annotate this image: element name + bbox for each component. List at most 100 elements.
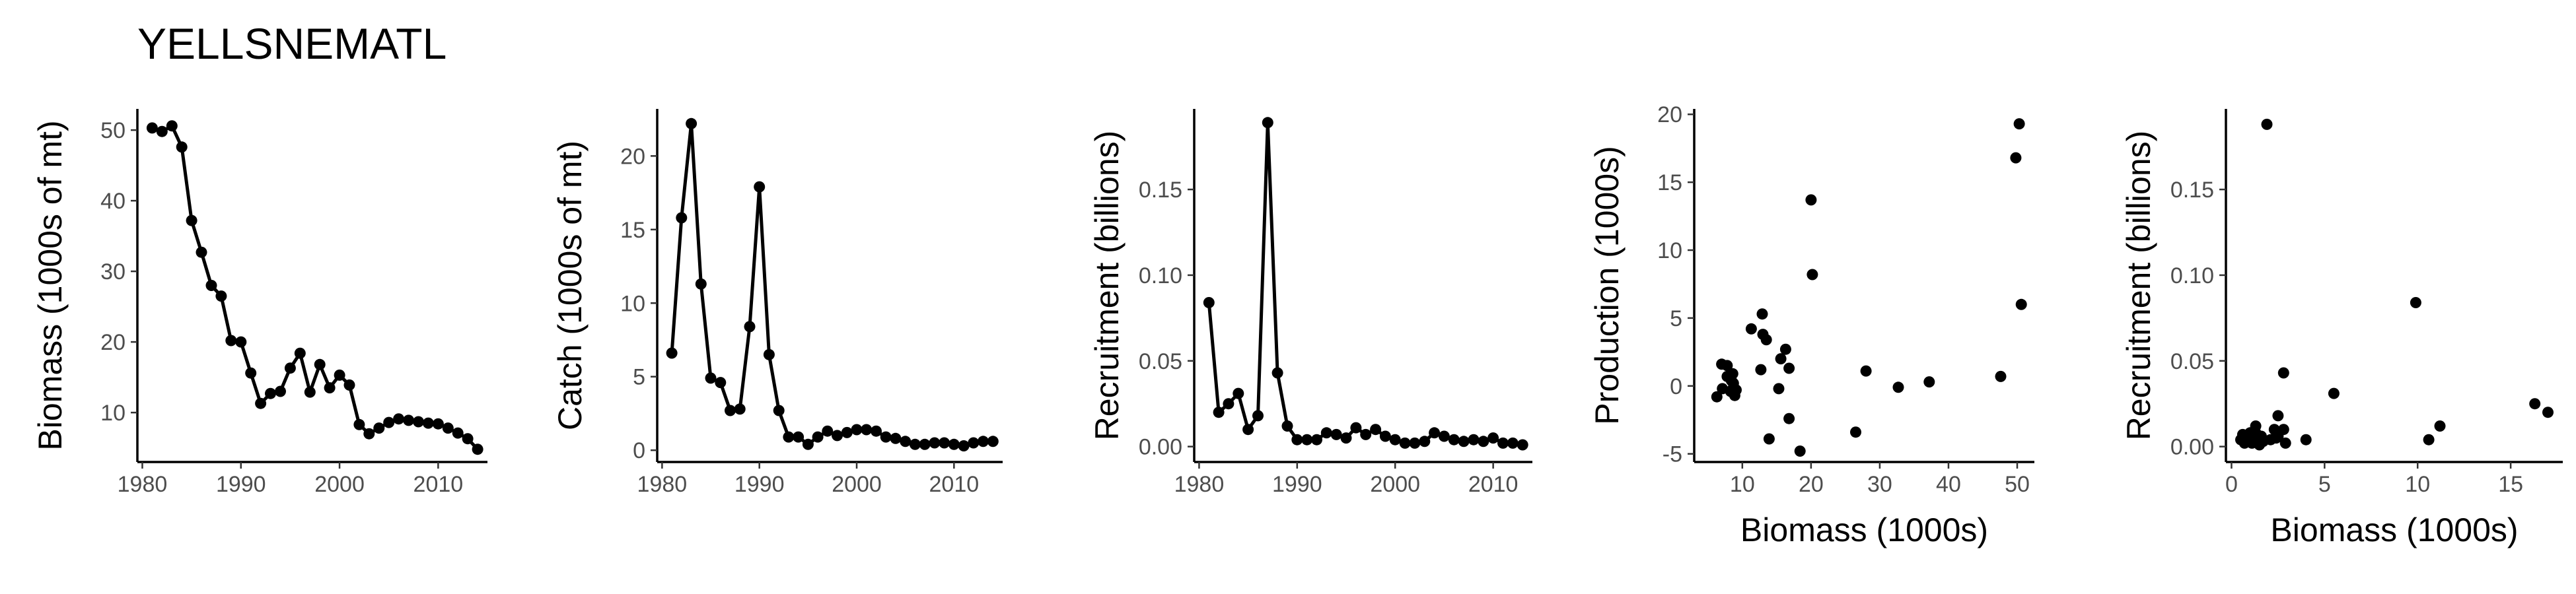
y-tick-label: 5 <box>633 365 645 390</box>
y-axis-title: Recruitment (billions) <box>1089 131 1126 441</box>
data-point <box>215 290 227 302</box>
y-axis-title: Production (1000s) <box>1589 146 1626 424</box>
data-point <box>2423 434 2435 446</box>
data-point <box>812 431 824 443</box>
x-tick-label: 15 <box>2498 472 2523 497</box>
data-point <box>1379 430 1391 442</box>
panel-recruitment-timeseries: 1980 1990 2000 2010 0.00 0.05 0.10 0.15 Recruitm… <box>1089 109 1532 497</box>
data-point <box>1794 446 1806 457</box>
x-tick-label: 10 <box>1730 472 1755 497</box>
data-point <box>2261 118 2273 130</box>
y-tick-label: 5 <box>1670 306 1682 331</box>
data-point <box>1745 323 1757 335</box>
data-point <box>861 424 873 436</box>
data-point <box>146 122 158 134</box>
data-point <box>403 414 415 426</box>
data-point <box>1487 432 1499 444</box>
data-point <box>705 372 717 384</box>
x-tick-label: 20 <box>1799 472 1824 497</box>
data-point <box>442 422 454 434</box>
data-point <box>2529 398 2541 410</box>
data-point <box>284 362 296 374</box>
data-point <box>686 117 698 129</box>
data-point <box>2010 152 2022 164</box>
data-point <box>666 347 678 359</box>
data-point <box>422 417 434 429</box>
y-tick-label: 0.15 <box>2170 178 2214 203</box>
y-tick-label: 0.15 <box>1139 178 1182 203</box>
data-point <box>393 413 405 425</box>
data-point <box>1507 437 1519 449</box>
data-point <box>841 426 853 438</box>
data-point <box>909 438 921 450</box>
data-point <box>1807 269 1818 280</box>
data-point <box>822 425 834 437</box>
data-point <box>1468 434 1480 446</box>
figure-title: YELLSNEMATL <box>137 19 447 68</box>
data-point <box>255 397 267 409</box>
x-tick-label: 1980 <box>637 472 688 497</box>
data-point <box>225 335 237 346</box>
data-point <box>1223 398 1234 410</box>
panel-recruitment-vs-biomass: 0 5 10 15 0.00 0.05 0.10 0.15 Recruitment (billi… <box>2120 109 2563 548</box>
x-tick-label: 0 <box>2225 472 2238 497</box>
x-tick-label: 2010 <box>929 472 980 497</box>
data-point <box>156 125 168 137</box>
data-point <box>2015 298 2027 310</box>
data-point <box>373 422 385 434</box>
y-tick-label: 40 <box>100 189 125 214</box>
data-point <box>1755 364 1767 376</box>
data-point <box>1760 334 1772 346</box>
data-point <box>802 438 814 450</box>
data-point <box>1783 412 1795 424</box>
series-line <box>151 124 479 451</box>
panel-production-vs-biomass: 10 20 30 40 50 -5 0 5 10 15 20 Production (1000s) Bi… <box>1589 102 2034 548</box>
data-point <box>314 358 326 370</box>
data-point <box>1892 381 1904 393</box>
data-point <box>958 440 970 451</box>
data-point <box>2277 367 2289 379</box>
y-axis-title: Recruitment (billions) <box>2120 131 2157 441</box>
y-tick-label: -5 <box>1663 442 1682 467</box>
data-point <box>2272 410 2284 422</box>
data-point <box>324 382 336 394</box>
y-tick-label: 15 <box>1657 170 1682 195</box>
data-point <box>793 431 805 443</box>
y-tick-label: 0.05 <box>1139 349 1182 374</box>
data-point <box>2410 297 2421 308</box>
data-point <box>1419 436 1431 447</box>
series-line <box>1207 121 1523 447</box>
data-point <box>2328 387 2340 399</box>
data-point <box>343 379 355 391</box>
data-point <box>773 405 785 416</box>
data-point <box>1721 360 1733 372</box>
data-point <box>1783 362 1795 374</box>
data-point <box>1409 437 1421 449</box>
data-point <box>1360 428 1372 440</box>
data-point <box>1497 437 1509 449</box>
data-point <box>880 431 892 443</box>
data-point <box>676 212 688 224</box>
x-tick-label: 30 <box>1867 472 1892 497</box>
data-point <box>2242 434 2254 446</box>
data-point <box>1429 427 1441 439</box>
data-point <box>715 377 727 389</box>
data-point <box>754 181 766 193</box>
data-point <box>2013 118 2025 130</box>
data-point <box>1233 387 1244 399</box>
x-tick-label: 40 <box>1936 472 1961 497</box>
x-tick-label: 1990 <box>216 472 266 497</box>
data-point <box>462 433 474 445</box>
data-point <box>1860 365 1872 377</box>
y-tick-label: 15 <box>620 218 645 243</box>
data-point <box>1301 434 1313 446</box>
data-point <box>383 416 395 428</box>
data-point <box>186 214 197 226</box>
data-point <box>2542 407 2554 418</box>
data-point <box>1252 410 1264 422</box>
data-point <box>363 428 375 440</box>
y-tick-label: 50 <box>100 118 125 143</box>
data-point <box>1458 436 1470 447</box>
